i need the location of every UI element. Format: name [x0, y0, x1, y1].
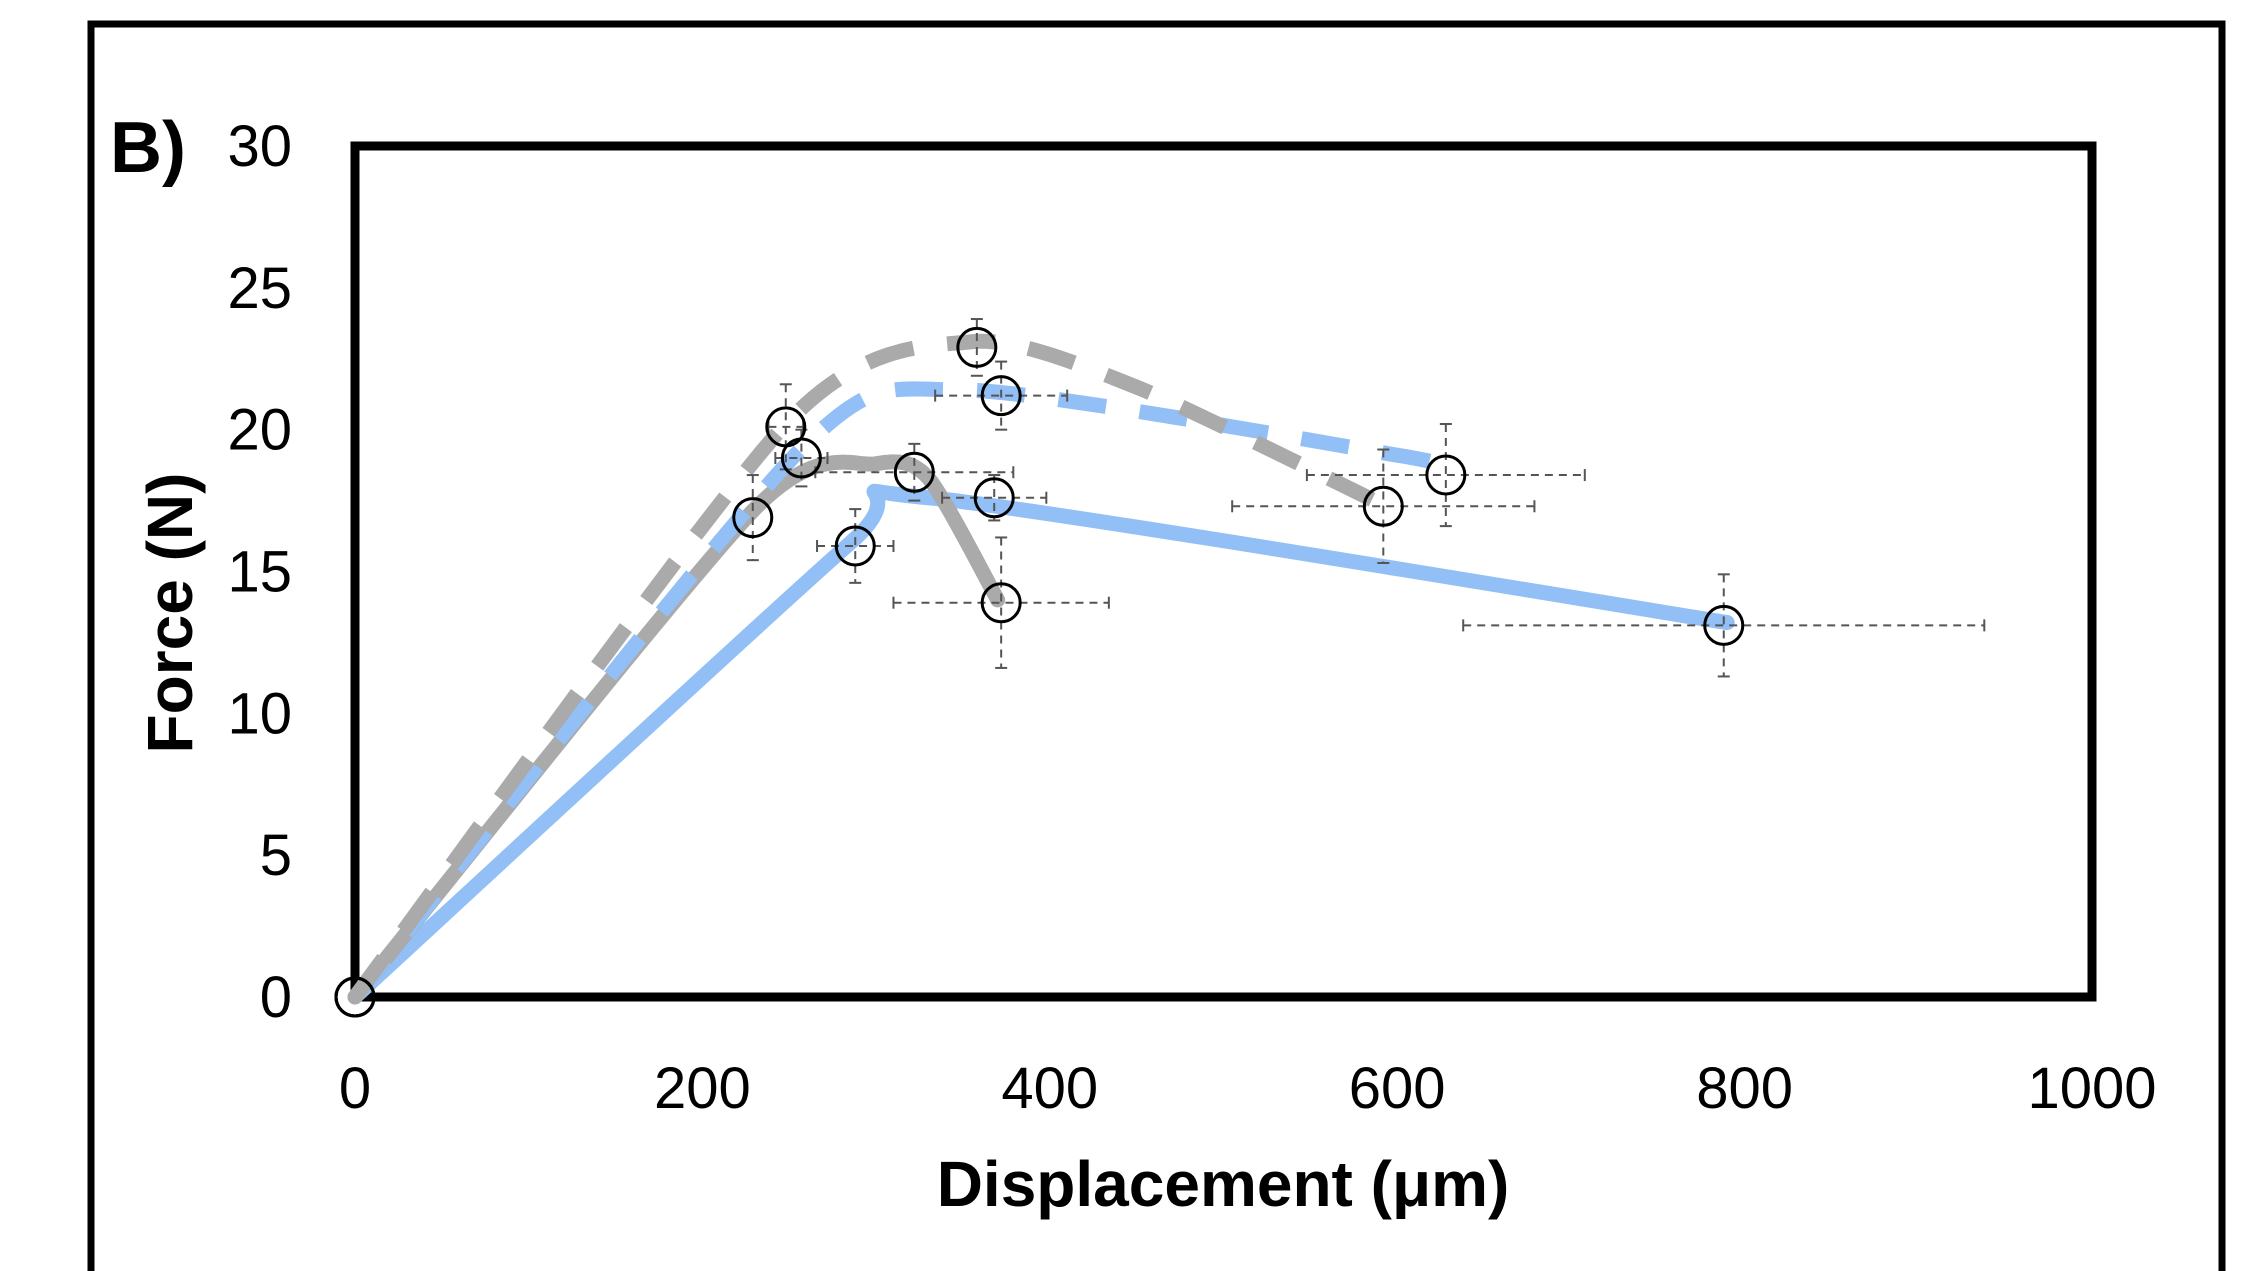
series-line-1	[347, 483, 1735, 1005]
series-line-4	[349, 333, 1384, 1002]
x-tick-label: 0	[339, 1056, 371, 1121]
x-tick-label: 200	[654, 1056, 751, 1121]
y-tick-label: 5	[260, 823, 292, 888]
x-axis-title: Displacement (μm)	[937, 1148, 1510, 1220]
panel-label: B)	[110, 108, 186, 188]
data-point-marker	[1425, 454, 1467, 496]
y-tick-label: 20	[227, 398, 292, 463]
data-point-marker	[980, 582, 1022, 624]
data-point-marker	[732, 497, 774, 539]
y-axis-title: Force (N)	[134, 473, 206, 754]
figure-frame	[87, 20, 2226, 1271]
y-tick-label: 15	[227, 540, 292, 605]
data-point-marker	[1703, 604, 1745, 646]
series-layer	[347, 333, 1735, 1005]
x-axis-tick-labels: 0 200 400 600 800 1000	[339, 1056, 2157, 1121]
data-markers	[334, 326, 1745, 1018]
y-tick-label: 0	[260, 965, 292, 1030]
plot-area-frame	[350, 141, 2097, 1002]
data-point-marker	[834, 525, 876, 567]
series-line-2	[347, 454, 1006, 1005]
data-point-marker	[956, 326, 998, 368]
x-tick-label: 400	[1001, 1056, 1098, 1121]
error-bars	[746, 318, 1986, 678]
y-tick-label: 30	[227, 114, 292, 179]
y-axis-tick-labels: 0 5 10 15 20 25 30	[227, 114, 292, 1030]
data-point-marker	[1362, 485, 1404, 527]
x-tick-label: 800	[1696, 1056, 1793, 1121]
y-tick-label: 25	[227, 256, 292, 321]
data-point-marker	[334, 976, 376, 1018]
data-point-marker	[980, 375, 1022, 417]
y-tick-label: 10	[227, 681, 292, 746]
x-tick-label: 1000	[2027, 1056, 2156, 1121]
data-point-marker	[893, 451, 935, 493]
x-tick-label: 600	[1349, 1056, 1446, 1121]
data-point-marker	[765, 406, 807, 448]
data-point-marker	[973, 477, 1015, 519]
series-line-3	[349, 381, 1454, 1002]
